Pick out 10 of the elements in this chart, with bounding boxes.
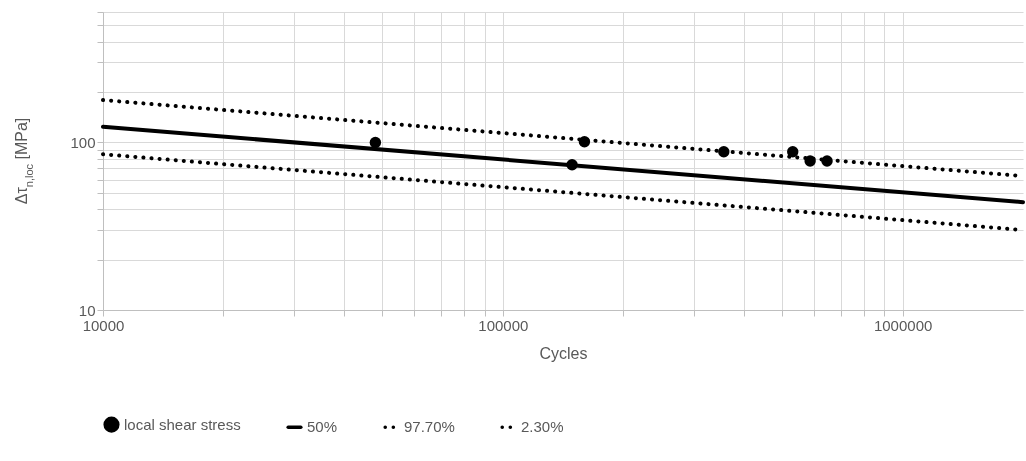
x-tick-label: 10000 (82, 316, 125, 334)
y-tick-label: 100 (70, 133, 96, 151)
legend-label: 50% (307, 418, 338, 436)
x-tick-label: 1000000 (873, 316, 933, 334)
legend-label: local shear stress (124, 415, 241, 433)
x-tick-label: 100000 (478, 316, 529, 334)
y-tick-label: 10 (78, 301, 96, 319)
x-axis-title: Cycles (539, 344, 588, 362)
legend-label: 97.70% (404, 418, 455, 436)
legend-label: 2.30% (521, 418, 564, 436)
